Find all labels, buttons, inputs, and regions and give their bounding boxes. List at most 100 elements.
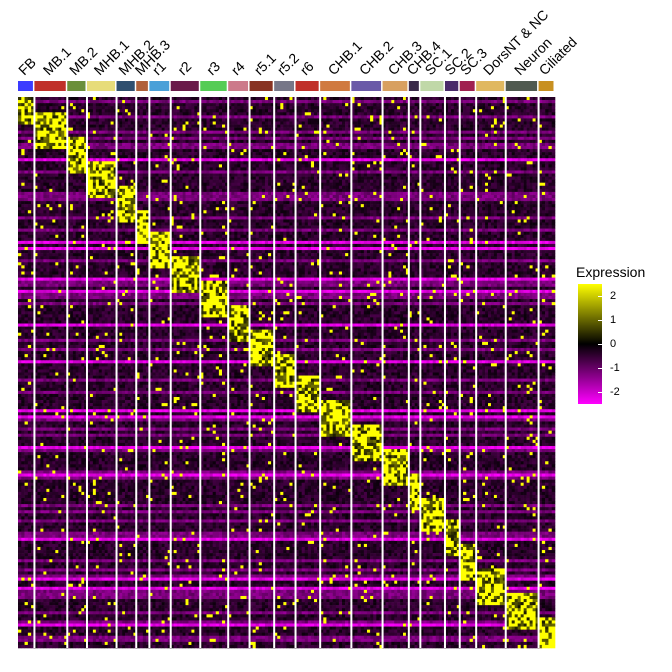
heatmap-cell — [78, 280, 82, 285]
heatmap-cell — [34, 286, 38, 291]
heatmap-cell — [81, 207, 85, 211]
heatmap-cell — [84, 455, 88, 459]
heatmap-cell — [34, 302, 38, 306]
heatmap-cell — [18, 525, 22, 529]
heatmap-cell — [34, 626, 38, 630]
heatmap-cell — [37, 170, 41, 174]
heatmap-cell — [27, 430, 32, 435]
heatmap-cell — [24, 161, 29, 165]
heatmap-cell — [31, 210, 35, 214]
heatmap-cell — [84, 522, 88, 526]
heatmap-cell — [24, 396, 29, 401]
heatmap-cell — [27, 149, 32, 153]
heatmap-cell — [113, 139, 117, 144]
heatmap-cell — [34, 112, 38, 116]
heatmap-cell — [84, 525, 88, 529]
heatmap-cell — [92, 317, 97, 321]
heatmap-cell — [21, 599, 25, 603]
heatmap-cell — [37, 259, 41, 263]
heatmap-cell — [46, 574, 50, 578]
heatmap-cell — [46, 228, 50, 232]
heatmap-cell — [40, 522, 44, 526]
heatmap-cell — [52, 139, 56, 144]
heatmap-cell — [40, 488, 44, 493]
heatmap-cell — [64, 617, 68, 621]
heatmap-cell — [67, 626, 71, 630]
heatmap-cell — [67, 100, 71, 104]
heatmap-cell — [64, 372, 68, 376]
heatmap-cell — [55, 540, 59, 545]
heatmap-cell — [98, 326, 103, 330]
heatmap-cell — [49, 228, 53, 232]
heatmap-cell — [27, 491, 32, 496]
heatmap-cell — [75, 574, 79, 578]
heatmap-cell — [64, 323, 68, 327]
heatmap-cell — [49, 620, 53, 624]
heatmap-cell — [31, 415, 35, 419]
heatmap-cell — [49, 97, 53, 101]
heatmap-cell — [104, 130, 108, 135]
heatmap-cell — [24, 136, 29, 141]
heatmap-cell — [24, 243, 29, 248]
heatmap-cell — [75, 323, 79, 327]
heatmap-cell — [24, 152, 29, 156]
heatmap-cell — [52, 314, 56, 318]
heatmap-cell — [78, 237, 82, 242]
heatmap-cell — [75, 100, 79, 104]
heatmap-cell — [64, 531, 68, 536]
heatmap-cell — [18, 234, 22, 239]
heatmap-cell — [34, 629, 38, 633]
heatmap-cell — [31, 317, 35, 321]
heatmap-cell — [24, 623, 29, 627]
heatmap-cell — [49, 213, 53, 217]
heatmap-cell — [46, 182, 50, 187]
heatmap-cell — [46, 632, 50, 637]
heatmap-cell — [46, 644, 50, 649]
heatmap-cell — [34, 638, 38, 643]
heatmap-cell — [21, 415, 25, 419]
heatmap-cell — [43, 219, 47, 223]
heatmap-cell — [81, 158, 85, 162]
heatmap-cell — [31, 531, 35, 536]
heatmap-cell — [21, 317, 25, 321]
heatmap-cell — [27, 283, 32, 288]
heatmap-cell — [40, 100, 44, 104]
heatmap-cell — [31, 271, 35, 275]
heatmap-cell — [70, 452, 74, 456]
heatmap-cell — [34, 158, 38, 162]
heatmap-cell — [61, 145, 65, 150]
heatmap-cell — [46, 289, 50, 294]
heatmap-cell — [86, 204, 91, 208]
heatmap-cell — [31, 253, 35, 257]
heatmap-cell — [52, 231, 56, 236]
heatmap-cell — [75, 409, 79, 413]
heatmap-cell — [78, 491, 82, 496]
heatmap-cell — [75, 326, 79, 330]
heatmap-cell — [43, 314, 47, 318]
heatmap-cell — [49, 580, 53, 585]
heatmap-cell — [43, 323, 47, 327]
heatmap-cell — [43, 363, 47, 367]
heatmap-cell — [67, 516, 71, 520]
heatmap-cell — [37, 295, 41, 300]
heatmap-cell — [64, 182, 68, 187]
heatmap-cell — [37, 504, 41, 508]
heatmap-cell — [27, 458, 32, 462]
heatmap-cell — [67, 528, 71, 532]
heatmap-cell — [78, 550, 82, 554]
heatmap-cell — [84, 136, 88, 141]
heatmap-cell — [81, 623, 85, 627]
heatmap-cell — [101, 213, 106, 217]
heatmap-cell — [55, 620, 59, 624]
heatmap-cell — [34, 482, 38, 487]
heatmap-cell — [43, 390, 47, 395]
heatmap-cell — [72, 228, 77, 232]
heatmap-cell — [40, 525, 44, 529]
heatmap-cell — [81, 323, 85, 327]
heatmap-cell — [70, 274, 74, 278]
heatmap-cell — [24, 176, 29, 180]
heatmap-cell — [46, 295, 50, 300]
heatmap-cell — [75, 354, 79, 358]
heatmap-cell — [40, 338, 44, 343]
heatmap-cell — [107, 228, 111, 232]
